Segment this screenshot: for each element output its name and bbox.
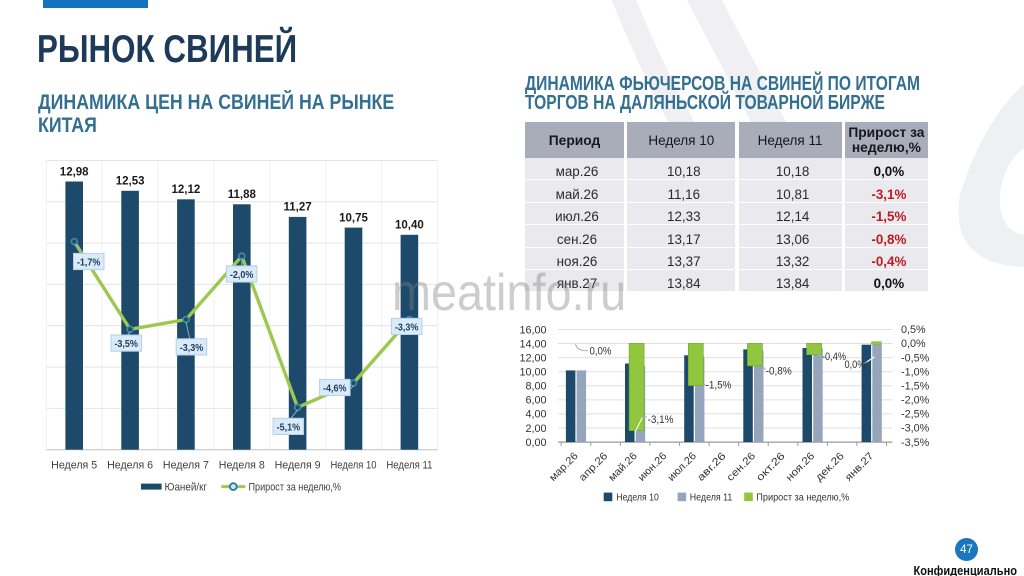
svg-text:12,53: 12,53 bbox=[116, 176, 145, 188]
svg-text:Неделя 6: Неделя 6 bbox=[107, 460, 153, 472]
svg-text:-0,8%: -0,8% bbox=[766, 366, 792, 378]
svg-text:сен.26: сен.26 bbox=[724, 450, 758, 484]
svg-text:мар.26: мар.26 bbox=[547, 450, 581, 484]
svg-text:авг.26: авг.26 bbox=[695, 450, 729, 484]
svg-text:-2,5%: -2,5% bbox=[901, 409, 930, 421]
svg-text:-3,3%: -3,3% bbox=[395, 322, 419, 333]
svg-text:Неделя 5: Неделя 5 bbox=[51, 460, 97, 472]
svg-text:Неделя 9: Неделя 9 bbox=[275, 460, 321, 472]
svg-text:8,00: 8,00 bbox=[525, 381, 546, 393]
svg-text:0,0%: 0,0% bbox=[590, 345, 612, 357]
svg-text:июн.26: июн.26 bbox=[636, 450, 670, 484]
svg-text:10,75: 10,75 bbox=[339, 212, 368, 224]
svg-text:12,12: 12,12 bbox=[172, 184, 201, 196]
svg-text:-1,5%: -1,5% bbox=[901, 380, 930, 392]
svg-text:-1,0%: -1,0% bbox=[901, 366, 930, 378]
svg-text:4,00: 4,00 bbox=[525, 409, 546, 421]
svg-text:-3,5%: -3,5% bbox=[114, 339, 138, 350]
svg-text:-4,6%: -4,6% bbox=[323, 383, 347, 394]
svg-text:Неделя 8: Неделя 8 bbox=[219, 460, 265, 472]
svg-text:-5,1%: -5,1% bbox=[277, 422, 301, 433]
svg-text:Неделя 11: Неделя 11 bbox=[386, 460, 432, 472]
svg-text:-3,5%: -3,5% bbox=[901, 437, 930, 449]
svg-text:-1,5%: -1,5% bbox=[706, 380, 732, 392]
svg-text:12,00: 12,00 bbox=[519, 352, 546, 364]
svg-text:-2,0%: -2,0% bbox=[230, 270, 254, 281]
svg-text:Прирост за неделю,%: Прирост за неделю,% bbox=[756, 492, 849, 504]
svg-text:12,98: 12,98 bbox=[60, 166, 89, 178]
svg-text:11,27: 11,27 bbox=[284, 202, 312, 214]
svg-text:Неделя 11: Неделя 11 bbox=[690, 492, 733, 504]
svg-text:май.26: май.26 bbox=[606, 450, 640, 484]
svg-text:-1,7%: -1,7% bbox=[77, 257, 101, 268]
svg-text:0,5%: 0,5% bbox=[901, 324, 926, 336]
svg-text:июл.26: июл.26 bbox=[665, 450, 699, 484]
svg-text:10,40: 10,40 bbox=[395, 220, 424, 232]
svg-text:11,88: 11,88 bbox=[228, 189, 257, 201]
svg-text:ноя.26: ноя.26 bbox=[784, 450, 818, 484]
svg-text:окт.26: окт.26 bbox=[754, 450, 788, 484]
svg-text:6,00: 6,00 bbox=[525, 395, 546, 407]
svg-text:0,0%: 0,0% bbox=[901, 338, 926, 350]
svg-text:-0,4%: -0,4% bbox=[822, 351, 846, 363]
svg-text:Неделя 7: Неделя 7 bbox=[163, 460, 209, 472]
svg-text:-3,1%: -3,1% bbox=[648, 414, 674, 426]
svg-text:-2,0%: -2,0% bbox=[901, 395, 930, 407]
svg-text:Неделя 10: Неделя 10 bbox=[331, 460, 377, 472]
svg-text:-3,3%: -3,3% bbox=[180, 343, 204, 354]
svg-text:16,00: 16,00 bbox=[519, 324, 546, 336]
svg-text:-0,5%: -0,5% bbox=[901, 352, 930, 364]
svg-text:2,00: 2,00 bbox=[525, 423, 546, 435]
svg-text:Юаней/кг: Юаней/кг bbox=[165, 482, 208, 494]
svg-text:Неделя 10: Неделя 10 bbox=[616, 492, 659, 504]
svg-text:дек.26: дек.26 bbox=[813, 450, 847, 484]
svg-text:0,00: 0,00 bbox=[525, 437, 546, 449]
svg-text:Прирост за неделю,%: Прирост за неделю,% bbox=[249, 482, 342, 494]
svg-text:0,0%: 0,0% bbox=[845, 359, 866, 371]
svg-text:янв.27: янв.27 bbox=[843, 450, 877, 484]
svg-text:14,00: 14,00 bbox=[519, 338, 546, 350]
svg-text:-3,0%: -3,0% bbox=[901, 423, 930, 435]
svg-text:10,00: 10,00 bbox=[519, 367, 546, 379]
svg-text:апр.26: апр.26 bbox=[577, 450, 611, 484]
